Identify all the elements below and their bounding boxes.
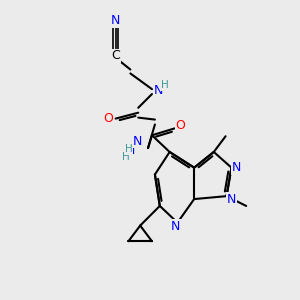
Text: O: O [103,112,113,125]
Text: N: N [126,143,135,157]
Text: N: N [171,220,180,233]
Text: H: H [124,144,132,154]
Text: C: C [111,49,120,62]
Text: H: H [122,152,129,162]
Text: N: N [133,135,142,148]
Text: N: N [232,161,241,174]
Text: N: N [227,193,236,206]
Text: O: O [176,119,185,132]
Text: N: N [126,143,135,157]
Text: H: H [161,80,169,90]
Text: N: N [111,14,120,27]
Text: N: N [154,84,163,97]
Text: H: H [123,153,130,163]
